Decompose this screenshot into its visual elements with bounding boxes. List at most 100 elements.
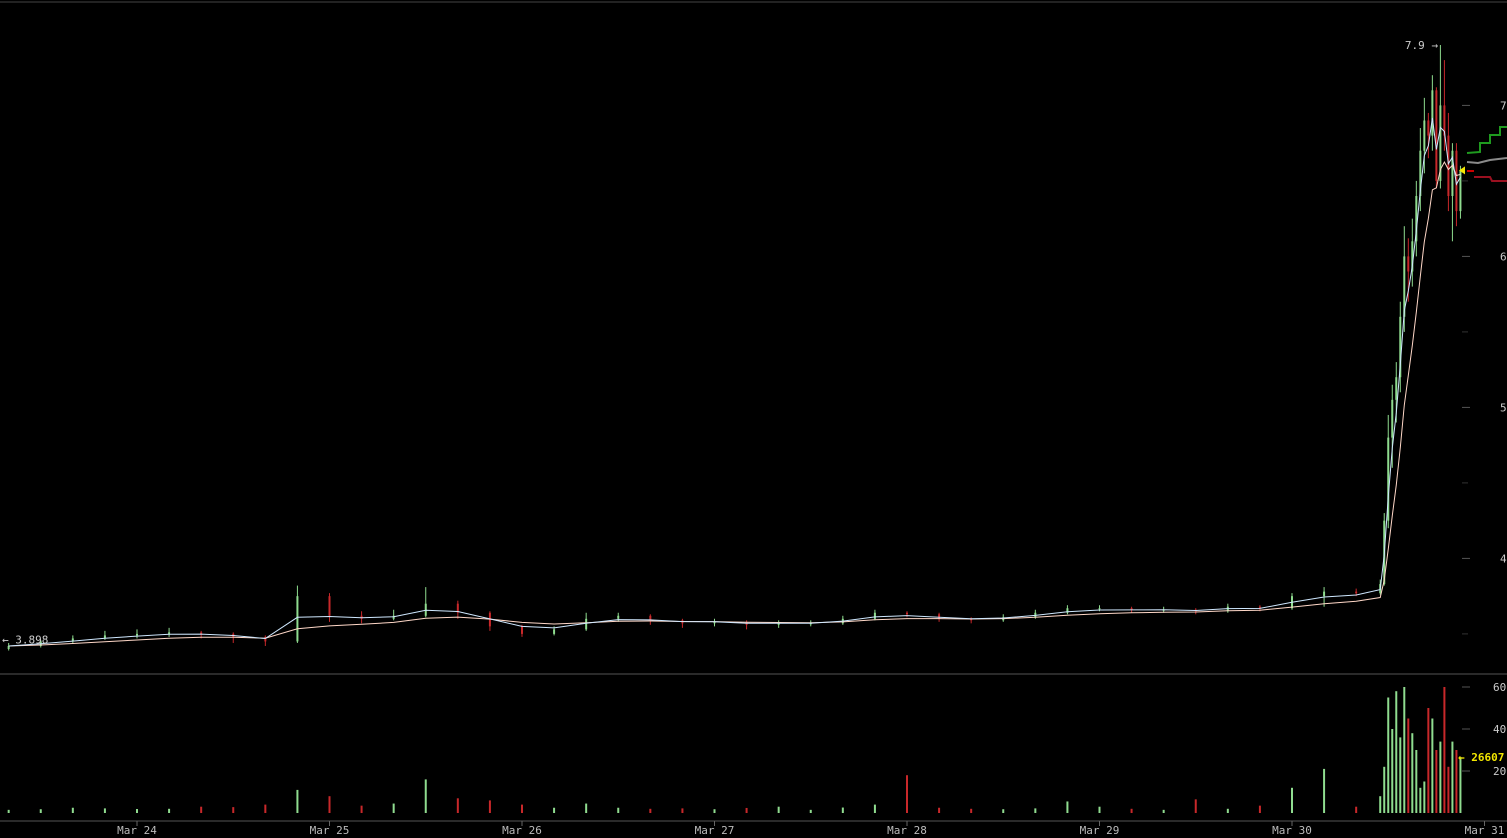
- volume-bar: [1391, 729, 1394, 813]
- candle-body: [1098, 608, 1101, 610]
- time-axis: Mar 24 Mar 25 Mar 26 Mar 27 Mar 28 Mar 29 Mar …: [117, 821, 1504, 837]
- candle: [970, 617, 973, 624]
- candle: [328, 593, 331, 622]
- candle: [71, 635, 74, 643]
- volume-bar: [1447, 766, 1450, 813]
- candle: [456, 600, 459, 619]
- volume-bar: [1427, 708, 1430, 813]
- candle: [1427, 112, 1430, 159]
- volume-bar: [1323, 768, 1326, 813]
- candle-body: [649, 615, 652, 621]
- volume-bar: [1399, 737, 1402, 813]
- candle-body: [1355, 591, 1358, 594]
- volume-bar: [39, 809, 42, 813]
- volume-bar: [392, 803, 395, 813]
- price-tick-label: 4.5: [1500, 552, 1507, 565]
- candle-body: [809, 623, 812, 625]
- volume-bar: [1415, 750, 1418, 813]
- candle: [1411, 218, 1414, 287]
- candle: [777, 620, 780, 628]
- volume-bar: [1226, 808, 1229, 813]
- candle: [488, 611, 491, 631]
- candle: [1066, 605, 1069, 615]
- candle-body: [970, 618, 973, 621]
- candle: [1459, 165, 1462, 219]
- candle: [168, 627, 171, 637]
- volume-bar: [232, 807, 235, 813]
- candle-body: [1066, 608, 1069, 613]
- candle: [264, 635, 267, 646]
- volume-bar: [1130, 808, 1133, 813]
- volume-bar: [1423, 781, 1426, 813]
- moving-average-fast: [8, 117, 1461, 647]
- volume-bar: [1383, 766, 1386, 813]
- volume-bar: [1387, 697, 1390, 813]
- volume-bar: [617, 807, 620, 813]
- depth-bid-line: [1466, 126, 1507, 154]
- depth-mid-line: [1466, 157, 1507, 165]
- candle: [906, 611, 908, 618]
- volume-tick-label: 40000: [1493, 723, 1507, 736]
- candle: [296, 585, 299, 643]
- candle-body: [617, 615, 620, 619]
- volume-bar: [360, 805, 363, 813]
- candle-body: [1423, 120, 1426, 151]
- volume-bar: [488, 800, 491, 813]
- volume-bar: [424, 779, 427, 813]
- price-tick-label: 6.5: [1500, 250, 1507, 263]
- candle-body: [7, 645, 10, 649]
- volume-axis: 60000 40000 20000: [1462, 681, 1507, 778]
- candle: [1194, 608, 1197, 615]
- volume-bar: [1034, 808, 1037, 813]
- candle: [1419, 128, 1422, 212]
- time-tick-label: Mar 31: [1465, 824, 1505, 837]
- candle-body: [873, 612, 876, 619]
- candle-body: [1323, 591, 1326, 597]
- candle: [1443, 60, 1446, 151]
- candle-body: [1387, 437, 1390, 521]
- candle-body: [906, 612, 908, 615]
- volume-bar: [1355, 806, 1358, 813]
- candle-body: [103, 635, 106, 639]
- volume-bar: [1403, 687, 1406, 813]
- high-label: 7.9 →: [1405, 39, 1438, 52]
- volume-bar: [906, 775, 908, 813]
- order-book-depth: [1466, 126, 1507, 182]
- candle-body: [1391, 399, 1394, 438]
- last-volume-label: ← 26607: [1458, 751, 1504, 764]
- candle-body: [456, 603, 459, 613]
- volume-bar: [1379, 796, 1382, 813]
- volume-bar: [71, 807, 74, 813]
- volume-bar: [1002, 809, 1005, 813]
- candle-body: [136, 633, 138, 636]
- time-tick-label: Mar 25: [310, 824, 350, 837]
- volume-bar: [1443, 687, 1446, 813]
- volume-bar: [873, 804, 876, 813]
- candle-body: [71, 638, 74, 642]
- candle-body: [1258, 606, 1261, 609]
- volume-bar: [681, 808, 684, 813]
- candle: [617, 612, 620, 622]
- candle-body: [1427, 120, 1430, 136]
- volume-bar: [456, 798, 459, 813]
- volume-bar: [103, 808, 106, 813]
- candle: [392, 609, 395, 621]
- candle: [841, 615, 844, 625]
- candle: [713, 618, 716, 627]
- volume-bar: [745, 807, 748, 813]
- volume-bar: [1194, 799, 1197, 813]
- volume-bar: [809, 809, 812, 813]
- candle-body: [1455, 150, 1458, 212]
- candle-body: [392, 615, 395, 619]
- candles: [7, 45, 1462, 651]
- price-tick-label: 7.5: [1500, 99, 1507, 112]
- volume-bar: [553, 807, 556, 813]
- volume-bar: [841, 807, 844, 813]
- candle-body: [1431, 90, 1434, 136]
- price-tick-label: 5.5: [1500, 401, 1507, 414]
- candle-body: [521, 626, 523, 634]
- candle-body: [264, 636, 267, 642]
- candle-body: [328, 596, 331, 616]
- candle: [585, 612, 588, 631]
- candle: [873, 609, 876, 621]
